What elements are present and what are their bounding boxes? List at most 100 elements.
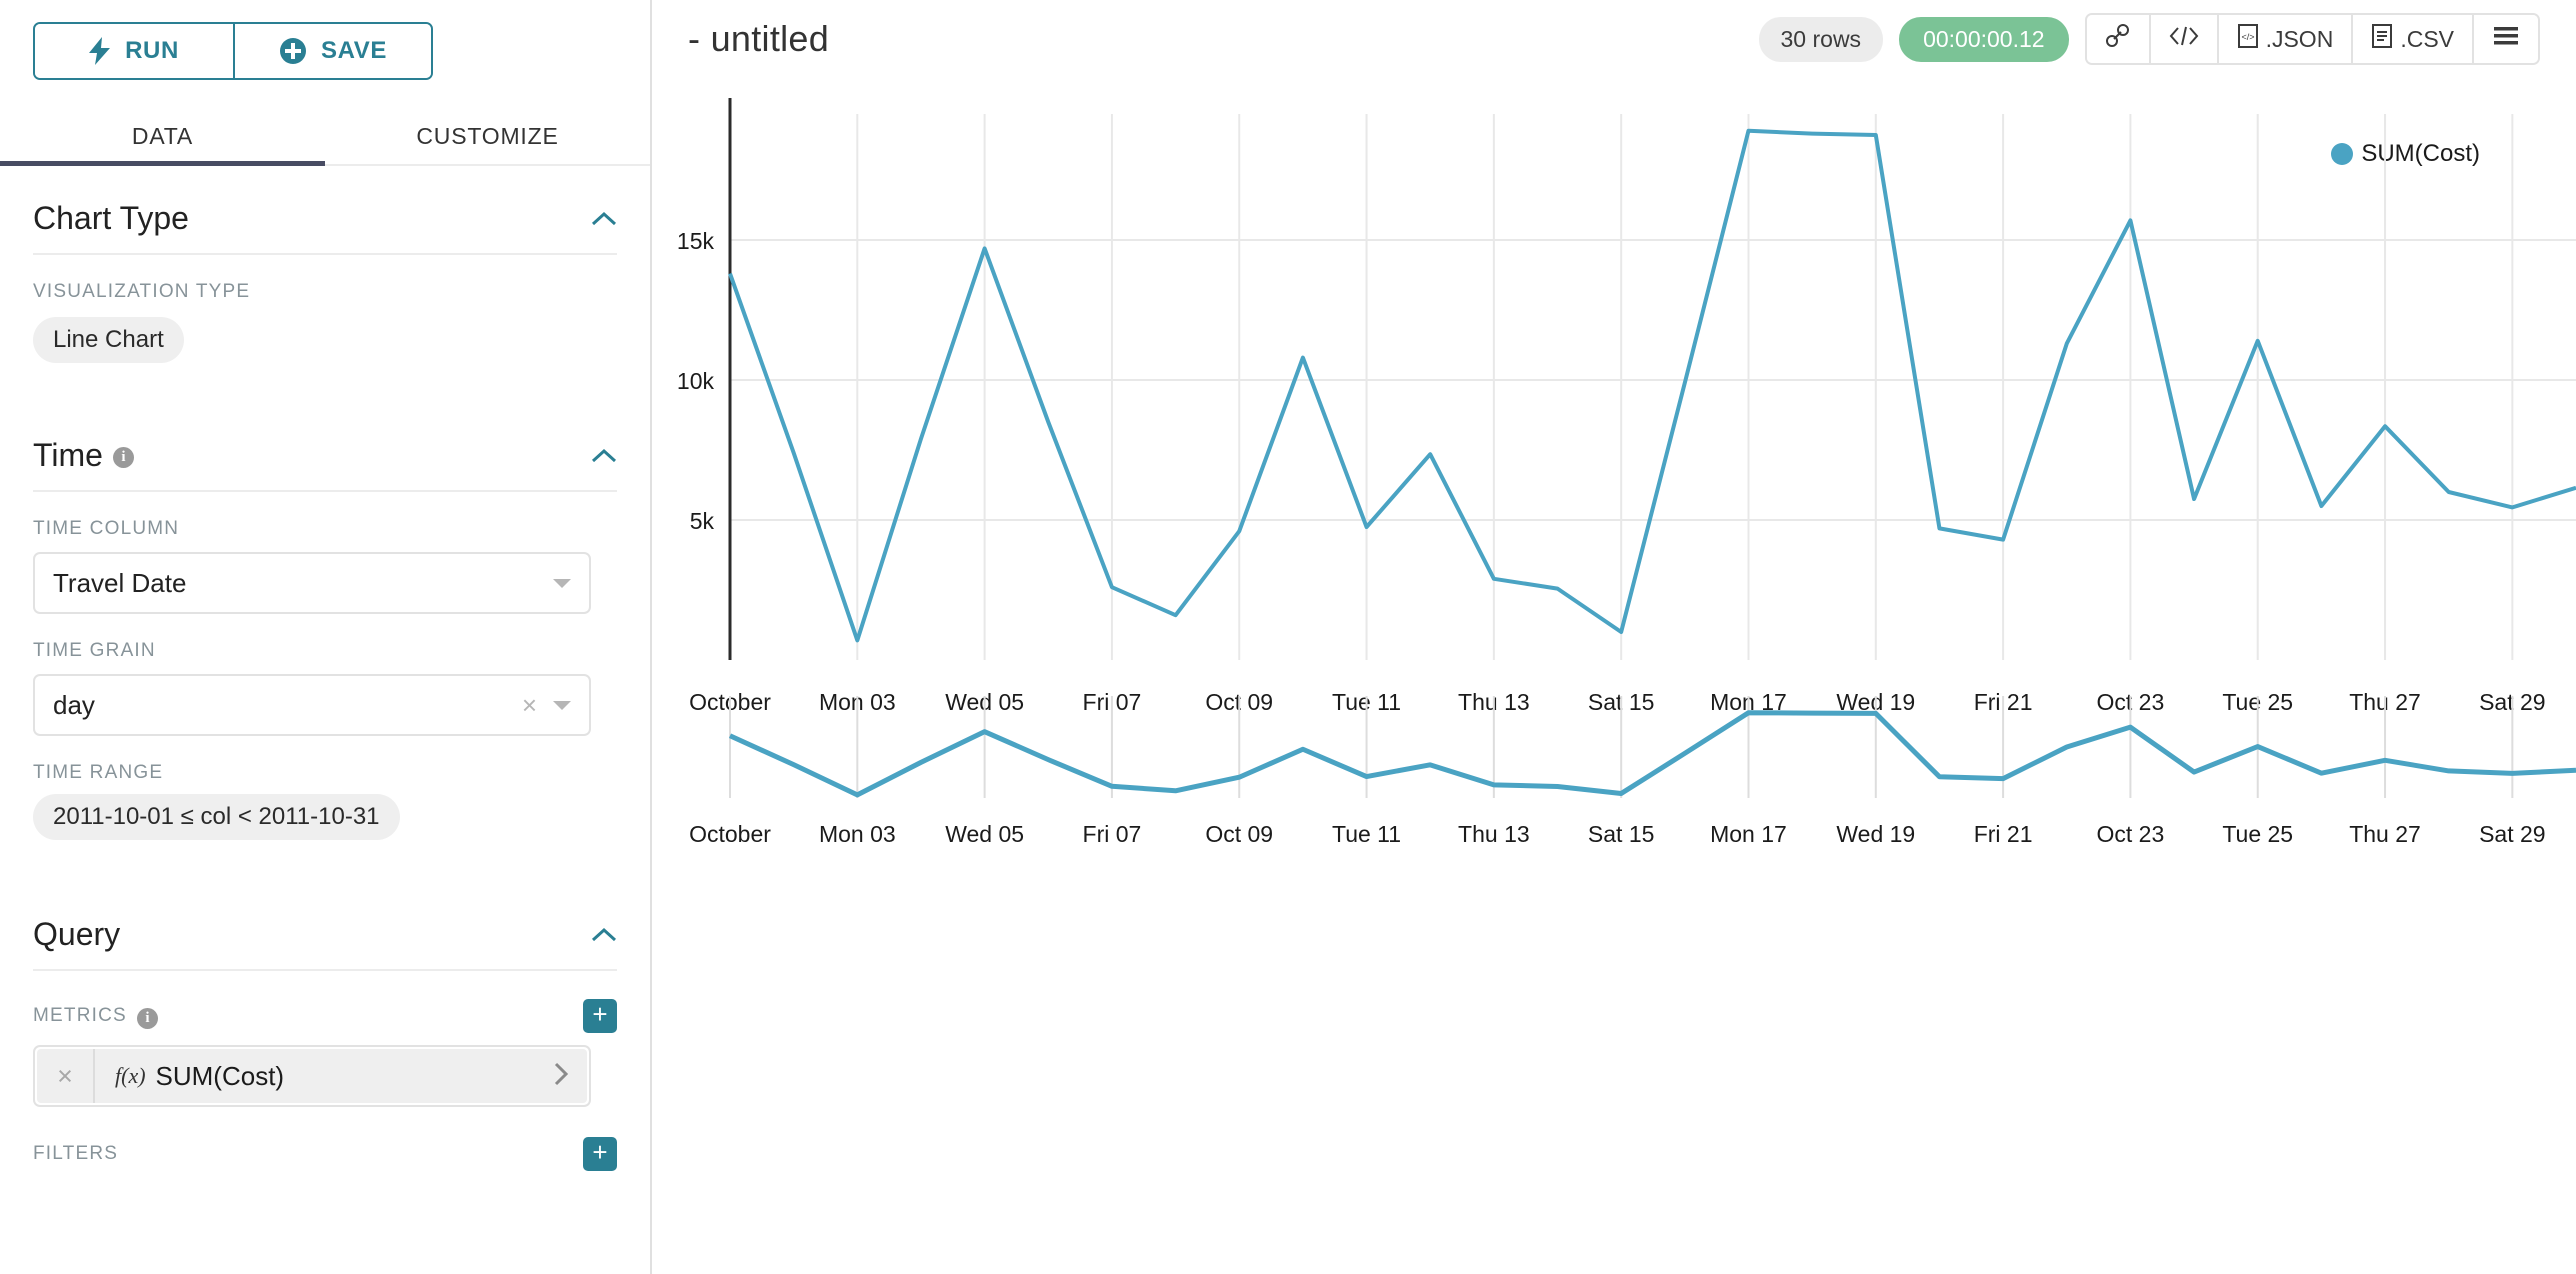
y-axis-tick-label: 10k: [677, 368, 715, 394]
field-time-grain: TIME GRAIN day ×: [33, 614, 617, 736]
section-time-title: Time: [33, 437, 103, 473]
save-button-label: SAVE: [321, 37, 387, 64]
chevron-right-icon[interactable]: [535, 1060, 587, 1093]
legend-label: SUM(Cost): [2361, 140, 2480, 167]
chevron-up-icon[interactable]: [591, 443, 617, 469]
field-time-column: TIME COLUMN Travel Date: [33, 492, 617, 614]
visualization-type-label: VISUALIZATION TYPE: [33, 281, 251, 302]
embed-code-button[interactable]: [2148, 15, 2217, 63]
json-file-icon: </>: [2237, 23, 2259, 55]
link-icon: [2105, 23, 2131, 55]
function-icon: f(x): [115, 1063, 146, 1088]
section-chart-type-title: Chart Type: [33, 200, 189, 236]
export-json-button[interactable]: </> .JSON: [2216, 15, 2352, 63]
brush-x-tick-label: Sat 29: [2479, 821, 2546, 847]
code-icon: [2169, 24, 2199, 54]
brush-x-tick-label: Oct 09: [1205, 821, 1273, 847]
brush-x-tick-label: Fri 21: [1974, 821, 2033, 847]
export-csv-button[interactable]: .CSV: [2351, 15, 2472, 63]
section-query: Query: [33, 882, 617, 971]
tab-data-label: DATA: [131, 122, 194, 149]
remove-metric-icon[interactable]: ×: [37, 1049, 95, 1103]
field-time-range: TIME RANGE 2011-10-01 ≤ col < 2011-10-31: [33, 736, 617, 840]
chart-header-actions: 30 rows 00:00:00.12: [1758, 13, 2540, 65]
time-column-label: TIME COLUMN: [33, 518, 180, 539]
time-range-label: TIME RANGE: [33, 762, 164, 783]
brush-x-tick-label: Tue 11: [1332, 821, 1401, 847]
hamburger-icon: [2492, 25, 2520, 53]
metric-chip[interactable]: × f(x) SUM(Cost): [37, 1049, 587, 1103]
chart-header: - untitled 30 rows 00:00:00.12: [652, 0, 2576, 78]
brush-x-tick-label: Sat 15: [1588, 821, 1655, 847]
save-button[interactable]: SAVE: [233, 24, 431, 78]
time-range-value[interactable]: 2011-10-01 ≤ col < 2011-10-31: [33, 794, 400, 840]
brush-x-tick-label: Wed 19: [1836, 821, 1915, 847]
brush-x-tick-label: Mon 17: [1710, 821, 1787, 847]
filters-label: FILTERS: [33, 1143, 119, 1164]
plus-circle-icon: [279, 37, 307, 65]
chevron-down-icon: [553, 578, 571, 588]
more-menu-button[interactable]: [2472, 15, 2538, 63]
brush-x-tick-label: Thu 27: [2349, 821, 2421, 847]
brush-x-tick-label: Fri 07: [1083, 821, 1142, 847]
time-info-icon[interactable]: i: [112, 447, 134, 468]
export-csv-label: .CSV: [2400, 25, 2454, 52]
line-chart-svg[interactable]: 5k 10k 15k October Mon 03 Wed 05 Fri 07 Oct 09 T…: [652, 92, 2576, 1274]
chart-legend: SUM(Cost): [2331, 140, 2480, 168]
y-axis-tick-label: 15k: [677, 228, 715, 254]
panel-action-group: RUN SAVE: [33, 22, 433, 80]
panel-tabs: DATA CUSTOMIZE: [0, 108, 650, 166]
brush-x-tick-label: Thu 13: [1458, 821, 1530, 847]
plot-wrapper: 5k 10k 15k October Mon 03 Wed 05 Fri 07 Oct 09 T…: [652, 92, 2576, 1274]
chevron-up-icon[interactable]: [591, 206, 617, 232]
y-axis-tick-label: 5k: [690, 508, 715, 534]
brush-series-line: [728, 710, 2576, 798]
chevron-up-icon[interactable]: [591, 922, 617, 948]
clear-icon[interactable]: ×: [521, 689, 537, 720]
page-title[interactable]: - untitled: [688, 18, 830, 59]
metrics-info-icon[interactable]: i: [136, 1007, 158, 1029]
filters-label-row: FILTERS +: [33, 1107, 617, 1171]
export-json-label: .JSON: [2265, 25, 2334, 52]
control-panel: RUN SAVE DATA CUSTOMIZE Chart Type: [0, 0, 652, 1274]
field-visualization-type: VISUALIZATION TYPE Line Chart: [33, 255, 617, 363]
metrics-label: METRICS: [33, 1005, 127, 1026]
tab-data[interactable]: DATA: [0, 108, 325, 166]
time-grain-label: TIME GRAIN: [33, 640, 156, 661]
add-metric-button[interactable]: +: [583, 999, 617, 1033]
series-line-sum-cost: [728, 128, 2576, 643]
query-timer-badge: 00:00:00.12: [1899, 16, 2069, 62]
brush-x-tick-label: October: [689, 821, 771, 847]
brush-x-tick-label: Mon 03: [819, 821, 896, 847]
section-query-title: Query: [33, 916, 121, 952]
time-column-value: Travel Date: [53, 567, 187, 598]
share-link-button[interactable]: [2086, 15, 2149, 63]
run-button-label: RUN: [125, 37, 179, 64]
tab-customize-label: CUSTOMIZE: [416, 122, 559, 149]
bolt-icon: [89, 37, 111, 65]
chart-area: - untitled 30 rows 00:00:00.12: [652, 0, 2576, 1274]
brush-x-tick-label: Wed 05: [945, 821, 1024, 847]
brush-x-tick-label: Oct 23: [2097, 821, 2165, 847]
time-column-select[interactable]: Travel Date: [33, 552, 591, 614]
section-chart-type: Chart Type: [33, 166, 617, 255]
run-button[interactable]: RUN: [35, 24, 233, 78]
metric-label: SUM(Cost): [155, 1060, 285, 1091]
legend-color-swatch: [2331, 143, 2354, 165]
export-button-group: </> .JSON .CSV: [2084, 13, 2540, 65]
tab-customize[interactable]: CUSTOMIZE: [325, 108, 650, 164]
section-time: Time i: [33, 403, 617, 492]
chevron-down-icon: [553, 700, 571, 710]
csv-file-icon: [2371, 23, 2393, 55]
metrics-label-row: METRICS i +: [33, 971, 617, 1033]
svg-text:</>: </>: [2241, 32, 2254, 42]
rows-badge: 30 rows: [1758, 16, 1884, 62]
brush-x-tick-label: Tue 25: [2222, 821, 2293, 847]
time-grain-value: day: [53, 689, 95, 720]
panel-body: Chart Type VISUALIZATION TYPE Line Chart…: [0, 166, 650, 1171]
add-filter-button[interactable]: +: [583, 1137, 617, 1171]
time-grain-select[interactable]: day ×: [33, 674, 591, 736]
visualization-type-value[interactable]: Line Chart: [33, 317, 184, 363]
metrics-control: × f(x) SUM(Cost): [33, 1045, 591, 1107]
